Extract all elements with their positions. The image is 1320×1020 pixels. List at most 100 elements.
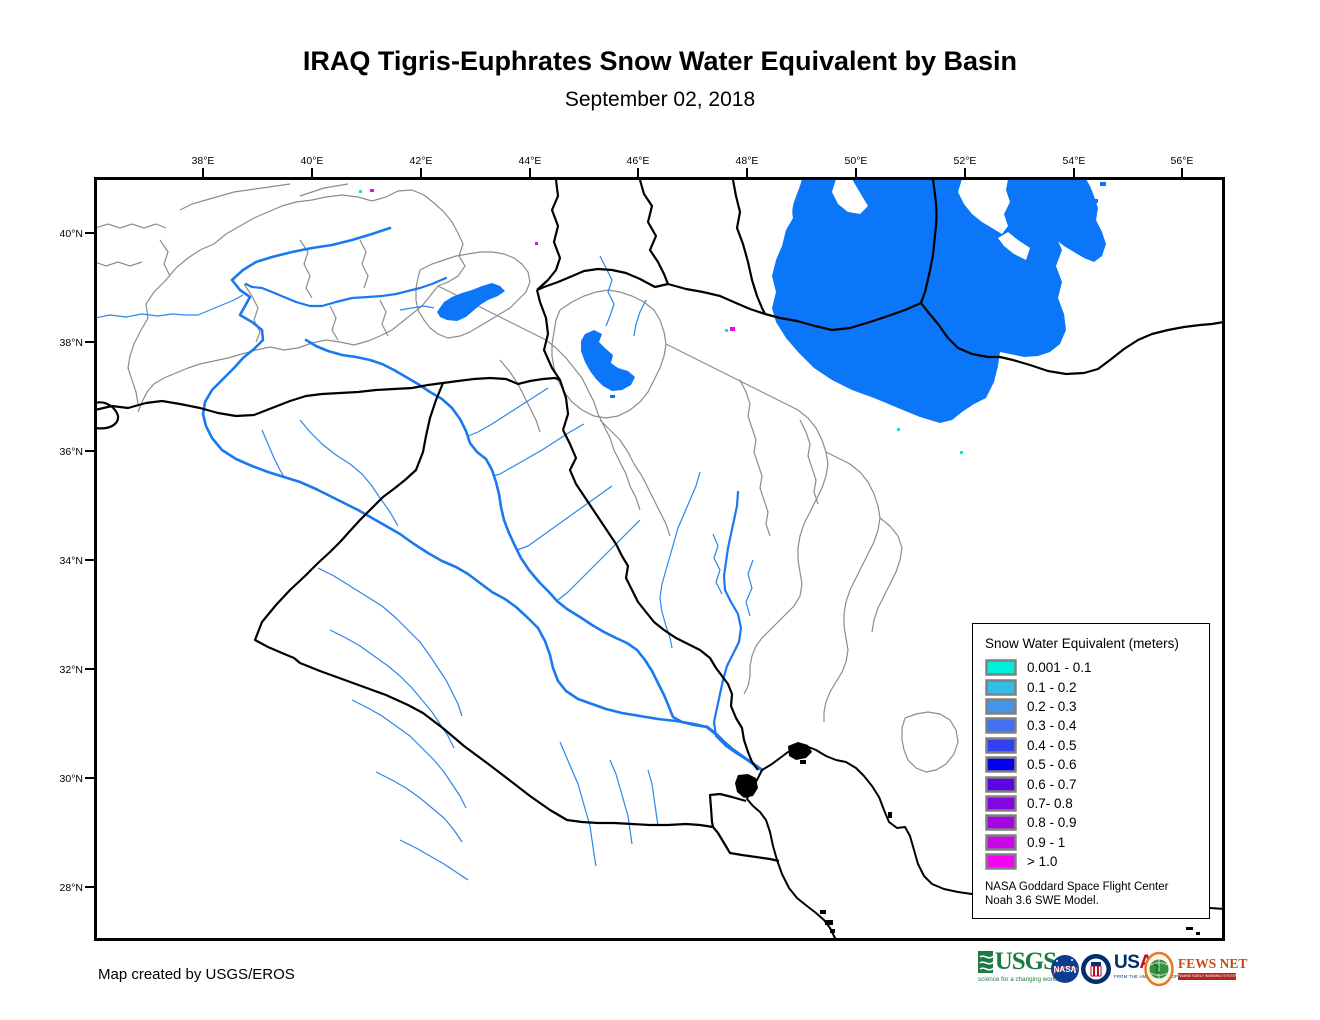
lat-label: 34°N bbox=[60, 555, 83, 567]
border-syria-iraq-saudi bbox=[253, 382, 780, 863]
map-legend: Snow Water Equivalent (meters) 0.001 - 0… bbox=[972, 623, 1210, 919]
legend-label: 0.9 - 1 bbox=[1027, 834, 1066, 850]
lat-label: 30°N bbox=[60, 773, 83, 785]
gulf-coast-west bbox=[746, 769, 837, 939]
legend-item: 0.3 - 0.4 bbox=[985, 716, 1209, 735]
fewsnet-globe-icon bbox=[1144, 951, 1174, 987]
basin-boundaries bbox=[96, 183, 959, 773]
lat-label: 38°N bbox=[60, 337, 83, 349]
legend-item: 0.001 - 0.1 bbox=[985, 658, 1209, 677]
legend-item: 0.6 - 0.7 bbox=[985, 774, 1209, 793]
legend-label: 0.001 - 0.1 bbox=[1027, 660, 1092, 676]
longitude-labels: 38°E 40°E 42°E 44°E 46°E 48°E 50°E 52°E … bbox=[192, 155, 1194, 167]
legend-credit-line1: NASA Goddard Space Flight Center bbox=[985, 881, 1169, 894]
legend-label: 0.6 - 0.7 bbox=[1027, 776, 1077, 792]
border-kuwait bbox=[708, 792, 747, 828]
legend-swatch bbox=[985, 795, 1017, 812]
fewsnet-logo: FEWS NET FAMINE EARLY WARNING SYSTEMS NE… bbox=[1144, 951, 1247, 987]
lon-label: 38°E bbox=[192, 155, 215, 167]
fewsnet-wordmark: FEWS NET bbox=[1178, 956, 1248, 971]
water-bodies bbox=[437, 179, 1106, 423]
legend-label: 0.2 - 0.3 bbox=[1027, 698, 1077, 714]
legend-item: 0.5 - 0.6 bbox=[985, 755, 1209, 774]
lat-label: 36°N bbox=[60, 446, 83, 458]
legend-label: > 1.0 bbox=[1027, 854, 1058, 870]
usgs-wordmark: USGS bbox=[994, 948, 1057, 975]
legend-label: 0.5 - 0.6 bbox=[1027, 757, 1077, 773]
lake-van bbox=[437, 283, 505, 321]
lon-label: 54°E bbox=[1063, 155, 1086, 167]
lon-label: 42°E bbox=[410, 155, 433, 167]
border-caspian-north bbox=[919, 179, 938, 304]
page-subtitle: September 02, 2018 bbox=[564, 88, 756, 111]
euphrates-river bbox=[201, 226, 709, 729]
caspian-ne-lobe bbox=[1010, 179, 1106, 262]
legend-label: 0.7- 0.8 bbox=[1027, 795, 1073, 811]
border-turkey-iran bbox=[535, 289, 570, 431]
usaid-wordmark-us: US bbox=[1114, 952, 1140, 973]
nasa-logo: NASA bbox=[1051, 955, 1079, 983]
country-borders bbox=[96, 179, 1223, 939]
footer-credit: Map created by USGS/EROS bbox=[98, 966, 295, 983]
legend-title: Snow Water Equivalent (meters) bbox=[985, 636, 1179, 651]
legend-swatch bbox=[985, 814, 1017, 832]
lon-label: 44°E bbox=[519, 155, 542, 167]
border-azerbaijan bbox=[731, 179, 766, 315]
caspian-inlets bbox=[832, 179, 1030, 260]
lon-label: 56°E bbox=[1171, 155, 1194, 167]
legend-swatch bbox=[985, 833, 1017, 851]
legend-item: > 1.0 bbox=[985, 852, 1209, 871]
page-title: IRAQ Tigris-Euphrates Snow Water Equival… bbox=[302, 46, 1018, 76]
border-iraq-iran bbox=[562, 429, 759, 771]
islands bbox=[735, 742, 1200, 935]
latitude-labels: 40°N 38°N 36°N 34°N 32°N 30°N 28°N bbox=[60, 228, 83, 894]
karun-river bbox=[712, 490, 748, 761]
snow-pixel-magenta bbox=[535, 242, 538, 245]
lake-urmia bbox=[581, 330, 635, 391]
border-iran-turkmenistan bbox=[920, 302, 1223, 376]
legend-item: 0.8 - 0.9 bbox=[985, 813, 1209, 832]
border-turkey-syria-iraq bbox=[96, 376, 561, 418]
legend-credit-line2: Noah 3.6 SWE Model. bbox=[985, 894, 1099, 907]
legend-label: 0.1 - 0.2 bbox=[1027, 679, 1077, 695]
snow-pixel-cyan bbox=[359, 190, 362, 193]
lat-label: 32°N bbox=[60, 664, 83, 676]
legend-swatch bbox=[985, 775, 1017, 793]
legend-item: 0.4 - 0.5 bbox=[985, 736, 1209, 755]
legend-item: 0.2 - 0.3 bbox=[985, 697, 1209, 716]
usgs-tagline: science for a changing world bbox=[978, 976, 1058, 983]
snow-pixel-cyan bbox=[897, 428, 900, 431]
snow-pixel-cyan bbox=[960, 451, 963, 454]
caspian-sea bbox=[772, 179, 1066, 423]
usaid-emblem-icon bbox=[1081, 954, 1111, 984]
border-aras bbox=[536, 267, 922, 332]
snow-pixels bbox=[359, 189, 963, 454]
legend-swatch bbox=[985, 737, 1017, 754]
legend-label: 0.4 - 0.5 bbox=[1027, 737, 1077, 753]
legend-swatch bbox=[985, 678, 1017, 696]
legend-item: 0.9 - 1 bbox=[985, 833, 1209, 852]
usgs-logo: USGS science for a changing world bbox=[978, 948, 1058, 983]
border-armenia-1 bbox=[536, 179, 562, 291]
lon-label: 48°E bbox=[736, 155, 759, 167]
lat-label: 40°N bbox=[60, 228, 83, 240]
lon-label: 40°E bbox=[301, 155, 324, 167]
legend-swatch bbox=[985, 659, 1017, 676]
usgs-waves-icon bbox=[978, 951, 993, 973]
nasa-wordmark: NASA bbox=[1054, 965, 1077, 974]
legend-item: 0.7- 0.8 bbox=[985, 794, 1209, 813]
lat-label: 28°N bbox=[60, 882, 83, 894]
snow-pixel-cyan bbox=[725, 329, 728, 332]
lon-label: 46°E bbox=[627, 155, 650, 167]
lon-label: 50°E bbox=[845, 155, 868, 167]
murat-river bbox=[244, 276, 448, 308]
border-armenia-2 bbox=[638, 179, 670, 285]
map-frame bbox=[94, 177, 1225, 941]
fewsnet-banner: FAMINE EARLY WARNING SYSTEMS NETWORK bbox=[1178, 973, 1236, 980]
mediterranean-coast bbox=[96, 401, 120, 430]
nasa-swoosh bbox=[1052, 966, 1079, 975]
lon-label: 52°E bbox=[954, 155, 977, 167]
legend-label: 0.3 - 0.4 bbox=[1027, 718, 1077, 734]
legend-swatch bbox=[985, 853, 1017, 870]
